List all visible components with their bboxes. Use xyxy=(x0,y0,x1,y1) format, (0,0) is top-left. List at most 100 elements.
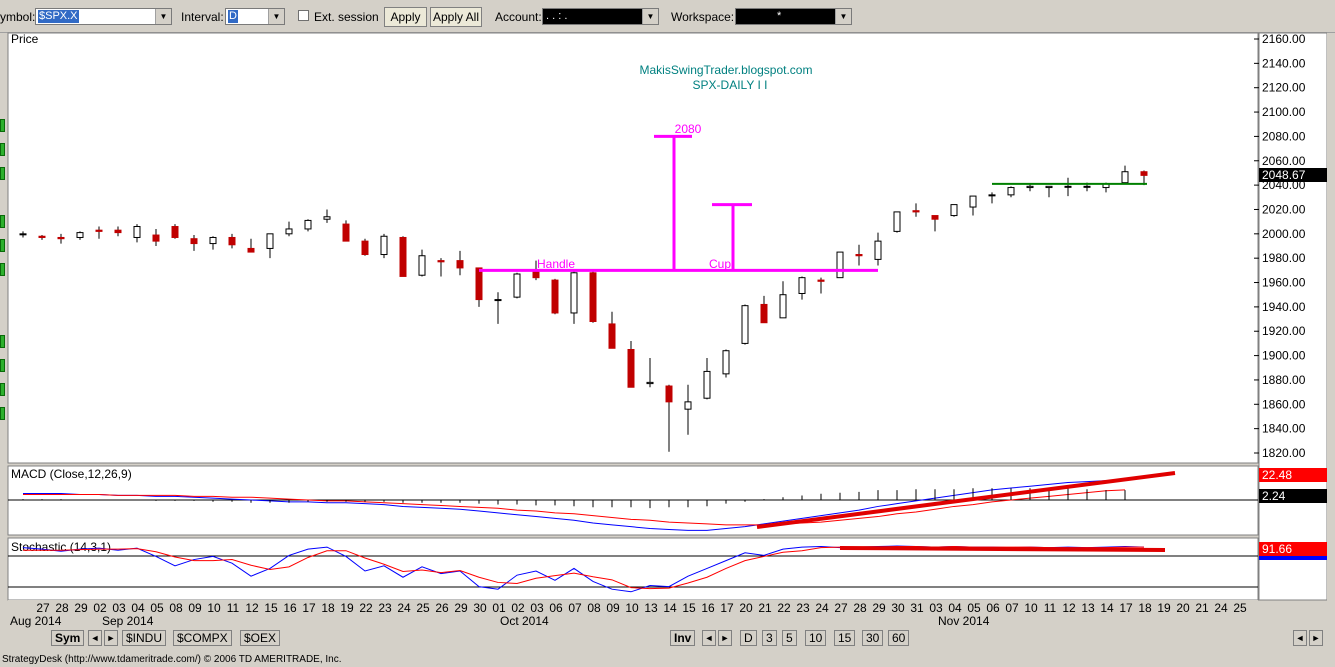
price-panel[interactable] xyxy=(7,32,1259,464)
y-tick-label: 2100.00 xyxy=(1262,105,1306,119)
tool-marker[interactable] xyxy=(0,119,5,132)
candle-body xyxy=(228,236,236,246)
workspace-value: * xyxy=(777,10,782,22)
prev-tab-icon[interactable]: ◄ xyxy=(88,630,102,646)
tool-marker[interactable] xyxy=(0,407,5,420)
candle-body xyxy=(513,273,521,298)
last-price-badge xyxy=(1259,168,1327,182)
x-day-label: 13 xyxy=(1081,601,1095,615)
tab-compx[interactable]: $COMPX xyxy=(173,630,232,646)
x-day-label: 22 xyxy=(777,601,791,615)
tab-oex[interactable]: $OEX xyxy=(240,630,281,646)
candle-body xyxy=(475,267,483,301)
x-day-label: 12 xyxy=(245,601,259,615)
x-day-label: 04 xyxy=(948,601,962,615)
symbol-combo[interactable]: $SPX.X ▼ xyxy=(35,8,172,25)
candle-body xyxy=(893,211,901,232)
tool-marker[interactable] xyxy=(0,335,5,348)
stochastic-lines xyxy=(22,545,1166,593)
account-combo[interactable]: . . : . ▼ xyxy=(542,8,659,25)
y-tick-label: 1900.00 xyxy=(1262,349,1306,363)
x-day-label: 03 xyxy=(112,601,126,615)
candle-body xyxy=(380,235,388,256)
scroll-left-icon[interactable]: ◄ xyxy=(1293,630,1307,646)
candle-body xyxy=(133,226,141,238)
x-day-label: 24 xyxy=(1214,601,1228,615)
x-day-label: 08 xyxy=(169,601,183,615)
x-day-label: 07 xyxy=(568,601,582,615)
workspace-combo[interactable]: * ▼ xyxy=(735,8,852,25)
chevron-down-icon[interactable]: ▼ xyxy=(268,9,284,24)
tab-indu[interactable]: $INDU xyxy=(122,630,167,646)
candle-body xyxy=(589,272,597,322)
x-day-label: 13 xyxy=(644,601,658,615)
stochastic-value-badge xyxy=(1259,542,1327,556)
chevron-down-icon[interactable]: ▼ xyxy=(155,9,171,24)
candle-body xyxy=(361,240,369,256)
symbol-label: ymbol: xyxy=(0,10,36,24)
interval-tab[interactable]: D xyxy=(740,630,757,646)
x-day-label: 14 xyxy=(663,601,677,615)
macd-trendline xyxy=(756,471,1176,529)
tool-marker[interactable] xyxy=(0,167,5,180)
candle-body xyxy=(1064,185,1072,188)
y-tick-label: 2060.00 xyxy=(1262,154,1306,168)
macd-line xyxy=(23,479,1126,531)
x-day-label: 28 xyxy=(55,601,69,615)
interval-tab[interactable]: 10 xyxy=(805,630,827,646)
chevron-down-icon[interactable]: ▼ xyxy=(642,9,658,24)
x-day-label: 15 xyxy=(682,601,696,615)
stochastic-trendline xyxy=(839,546,1166,552)
apply-all-button[interactable]: Apply All xyxy=(430,7,482,27)
y-tick-label: 1860.00 xyxy=(1262,397,1306,411)
y-tick-label: 1960.00 xyxy=(1262,276,1306,290)
signal-value-badge xyxy=(1259,489,1327,503)
chevron-down-icon[interactable]: ▼ xyxy=(835,9,851,24)
interval-tab[interactable]: 30 xyxy=(862,630,884,646)
right-scroll-strip[interactable] xyxy=(1327,33,1335,625)
interval-tab[interactable]: 3 xyxy=(762,630,777,646)
y-tick-label: 2000.00 xyxy=(1262,227,1306,241)
prev-interval-icon[interactable]: ◄ xyxy=(702,630,716,646)
y-tick-label: 1980.00 xyxy=(1262,251,1306,265)
x-day-label: 28 xyxy=(853,601,867,615)
x-day-label: 29 xyxy=(872,601,886,615)
tool-marker[interactable] xyxy=(0,263,5,276)
x-day-label: 19 xyxy=(1157,601,1171,615)
tool-marker[interactable] xyxy=(0,383,5,396)
x-day-label: 12 xyxy=(1062,601,1076,615)
stochastic-title: Stochastic (14,3,1) xyxy=(11,540,111,554)
next-tab-icon[interactable]: ► xyxy=(104,630,118,646)
interval-combo[interactable]: D ▼ xyxy=(225,8,285,25)
tab-sym[interactable]: Sym xyxy=(51,630,85,646)
candle-body xyxy=(760,303,768,324)
x-day-label: 24 xyxy=(815,601,829,615)
candle-body xyxy=(855,254,863,257)
y-tick-label: 1920.00 xyxy=(1262,324,1306,338)
apply-button[interactable]: Apply xyxy=(384,7,427,27)
candle-body xyxy=(817,279,825,282)
x-day-label: 19 xyxy=(340,601,354,615)
interval-label: Interval: xyxy=(181,10,224,24)
ext-session-checkbox[interactable] xyxy=(298,10,309,21)
tool-marker[interactable] xyxy=(0,239,5,252)
candle-body xyxy=(836,251,844,279)
candle-body xyxy=(323,216,331,220)
tab-inv[interactable]: Inv xyxy=(670,630,696,646)
interval-tab[interactable]: 60 xyxy=(888,630,910,646)
candle-body xyxy=(798,277,806,294)
account-value: . . : . xyxy=(546,10,568,22)
interval-tab[interactable]: 15 xyxy=(834,630,856,646)
y-tick-label: 2160.00 xyxy=(1262,32,1306,46)
candle-body xyxy=(1026,185,1034,189)
next-interval-icon[interactable]: ► xyxy=(718,630,732,646)
x-axis-labels: 27 28 29 02 03 04 05 08 09 10 11 12 15 16 17 18 19 22 23 24… xyxy=(10,601,1247,628)
tool-marker[interactable] xyxy=(0,215,5,228)
candle-body xyxy=(114,229,122,234)
tool-marker[interactable] xyxy=(0,143,5,156)
scroll-left-icon[interactable] xyxy=(8,632,22,648)
interval-tab[interactable]: 5 xyxy=(782,630,797,646)
y-tick-label: 2120.00 xyxy=(1262,81,1306,95)
tool-marker[interactable] xyxy=(0,359,5,372)
scroll-right-icon[interactable]: ► xyxy=(1309,630,1323,646)
